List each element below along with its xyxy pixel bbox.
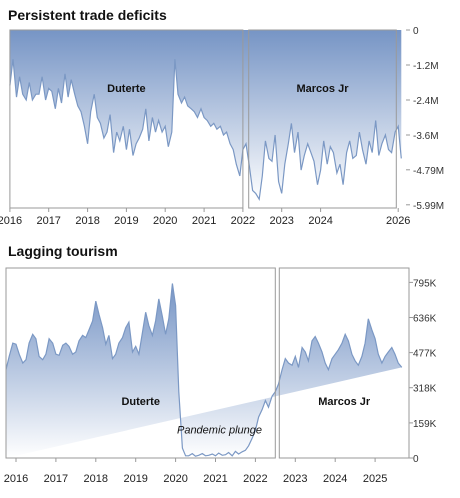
tourism-y-tick-label: 159K: [413, 419, 437, 430]
tourism-y-tick-label: 477K: [413, 349, 437, 360]
trade-x-tick-label: 2026: [386, 215, 410, 227]
trade-chart-title: Persistent trade deficits: [8, 7, 167, 23]
trade-x-tick-label: 2022: [231, 215, 255, 227]
trade-period-label: Marcos Jr: [297, 83, 350, 95]
trade-y-tick-label: -2.4M: [413, 96, 439, 107]
tourism-series-area: [6, 283, 402, 458]
tourism-x-tick-label: 2020: [163, 473, 187, 485]
trade-x-tick-label: 2023: [269, 215, 293, 227]
trade-series-line: [9, 59, 402, 201]
tourism-annotation: Pandemic plunge: [177, 425, 262, 437]
tourism-x-tick-label: 2022: [243, 473, 267, 485]
tourism-x-tick-label: 2021: [203, 473, 227, 485]
trade-x-tick-label: 2019: [114, 215, 138, 227]
tourism-x-tick-label: 2019: [123, 473, 147, 485]
tourism-x-tick-label: 2023: [283, 473, 307, 485]
trade-y-tick-label: -3.6M: [413, 131, 439, 142]
trade-x-tick-label: 2018: [75, 215, 99, 227]
tourism-period-label: Marcos Jr: [318, 396, 371, 408]
trade-y-tick-label: -4.79M: [413, 166, 444, 177]
tourism-period-label: Duterte: [121, 396, 160, 408]
tourism-chart-title: Lagging tourism: [8, 243, 118, 259]
tourism-y-tick-label: 636K: [413, 314, 437, 325]
tourism-x-tick-label: 2016: [4, 473, 28, 485]
tourism-period-box: [278, 267, 410, 459]
tourism-y-tick-label: 795K: [413, 278, 437, 289]
trade-x-tick-label: 2016: [0, 215, 22, 227]
trade-x-tick-label: 2017: [36, 215, 60, 227]
trade-y-tick-label: 0: [413, 26, 419, 37]
tourism-x-tick-label: 2024: [323, 473, 347, 485]
trade-period-label: Duterte: [107, 83, 146, 95]
tourism-y-tick-label: 318K: [413, 384, 437, 395]
trade-series-area: [9, 30, 402, 200]
tourism-x-tick-label: 2025: [363, 473, 387, 485]
trade-deficit-chart: Duterte Marcos Jr 0 -1.2M -2.4M -3.6M -4.79M -5…: [0, 26, 444, 227]
trade-y-tick-label: -1.2M: [413, 61, 439, 72]
tourism-chart: Duterte Marcos Jr Pandemic plunge 795K 636K 4…: [4, 267, 437, 485]
trade-x-tick-label: 2024: [308, 215, 332, 227]
tourism-x-tick-label: 2018: [84, 473, 108, 485]
tourism-x-tick-label: 2017: [44, 473, 68, 485]
trade-period-box: [248, 29, 397, 209]
tourism-series-line: [5, 283, 403, 457]
trade-y-tick-label: -5.99M: [413, 201, 444, 212]
trade-x-tick-label: 2020: [153, 215, 177, 227]
trade-x-tick-label: 2021: [192, 215, 216, 227]
tourism-period-box: [5, 267, 276, 459]
tourism-y-tick-label: 0: [413, 454, 419, 465]
